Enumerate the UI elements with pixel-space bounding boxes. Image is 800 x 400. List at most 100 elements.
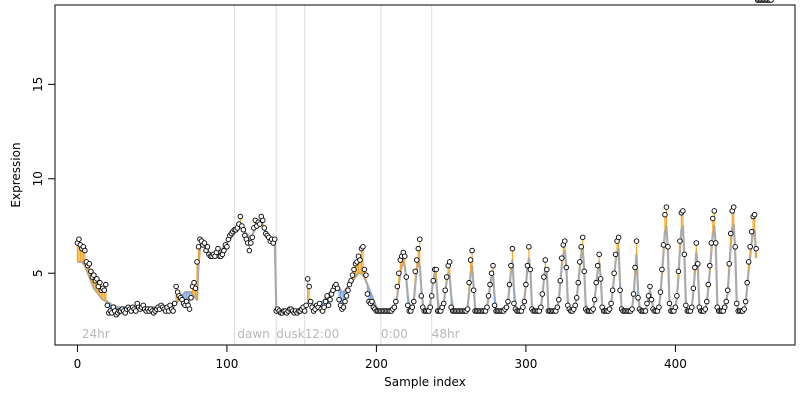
data-point-299 — [521, 298, 528, 305]
data-point-125 — [261, 225, 268, 231]
data-point-109 — [237, 213, 244, 220]
data-point-85 — [201, 240, 208, 246]
data-point-439 — [730, 204, 737, 210]
data-point-132 — [272, 236, 278, 242]
data-point-15 — [97, 279, 103, 286]
data-point-75 — [186, 306, 193, 312]
data-point-291 — [509, 245, 516, 252]
data-point-180 — [343, 293, 350, 299]
data-point-227 — [414, 257, 420, 263]
data-point-372 — [630, 291, 637, 297]
data-point-396 — [666, 300, 673, 307]
data-point-261 — [464, 306, 471, 312]
data-point-406 — [681, 251, 688, 258]
data-point-214 — [394, 283, 401, 290]
data-point-167 — [324, 293, 330, 299]
data-point-277 — [488, 270, 495, 276]
data-point-373 — [632, 264, 638, 271]
data-point-78 — [191, 279, 197, 286]
data-point-245 — [440, 300, 447, 307]
data-point-401 — [674, 293, 680, 299]
data-point-405 — [680, 208, 686, 214]
data-point-380 — [642, 308, 649, 314]
data-point-403 — [677, 238, 683, 244]
segment-annotations: 24hr dawn dusk 12:00 0:00 48hr — [82, 327, 460, 341]
residual-lines — [76, 207, 757, 315]
data-point-335 — [575, 279, 581, 286]
data-point-154 — [304, 276, 311, 282]
data-point-440 — [732, 244, 738, 250]
data-point-166 — [322, 298, 329, 305]
data-point-155 — [306, 283, 312, 290]
data-point-183 — [348, 278, 354, 284]
data-point-224 — [409, 304, 416, 310]
data-point-111 — [240, 227, 247, 233]
data-point-413 — [692, 264, 698, 271]
data-point-221 — [405, 302, 411, 309]
data-point-349 — [596, 251, 602, 258]
data-point-393 — [662, 211, 668, 218]
data-point-178 — [340, 304, 347, 310]
data-point-79 — [192, 285, 199, 292]
x-tick-label-4: 400 — [664, 357, 687, 371]
data-point-313 — [542, 257, 549, 263]
data-point-375 — [635, 295, 641, 301]
data-point-360 — [612, 251, 619, 258]
data-point-98 — [221, 247, 227, 254]
data-point-262 — [466, 279, 472, 286]
data-point-412 — [690, 285, 697, 292]
data-point-425 — [710, 215, 716, 222]
data-point-312 — [541, 274, 547, 280]
data-point-336 — [576, 259, 583, 265]
data-point-191 — [360, 244, 366, 250]
data-point-212 — [391, 304, 398, 310]
data-point-156 — [307, 298, 314, 305]
x-tick-label-2: 200 — [365, 357, 388, 371]
data-point-422 — [705, 281, 712, 288]
data-point-395 — [665, 244, 671, 250]
data-point-169 — [327, 296, 333, 303]
data-point-464 — [768, 0, 774, 3]
data-point-219 — [402, 253, 408, 259]
data-point-391 — [659, 266, 665, 273]
data-point-321 — [554, 304, 561, 310]
data-point-454 — [753, 245, 759, 252]
data-point-322 — [556, 296, 562, 303]
data-point-446 — [741, 306, 747, 312]
data-point-358 — [609, 287, 616, 293]
data-point-301 — [524, 262, 531, 269]
data-point-20 — [104, 302, 111, 309]
data-point-76 — [188, 295, 194, 301]
data-point-392 — [660, 242, 667, 248]
data-point-424 — [708, 240, 715, 246]
data-point-5 — [82, 247, 88, 254]
data-point-415 — [695, 261, 701, 267]
data-point-87 — [204, 244, 211, 250]
segment-label-3: 12:00 — [305, 327, 340, 341]
data-point-263 — [467, 257, 474, 263]
data-point-420 — [702, 306, 709, 312]
data-point-421 — [704, 298, 710, 305]
data-point-346 — [591, 296, 598, 303]
data-point-441 — [733, 300, 740, 307]
data-point-229 — [417, 236, 423, 242]
data-point-363 — [617, 287, 623, 293]
data-point-237 — [428, 293, 435, 299]
data-point-374 — [633, 238, 640, 244]
x-tick-label-3: 300 — [514, 357, 537, 371]
segment-label-5: 48hr — [432, 327, 460, 341]
data-point-168 — [325, 302, 332, 309]
data-point-426 — [711, 208, 718, 214]
data-point-451 — [748, 228, 755, 235]
data-point-311 — [539, 291, 546, 297]
data-point-1 — [76, 236, 82, 242]
data-point-8 — [86, 261, 93, 267]
data-point-162 — [316, 300, 323, 307]
data-point-276 — [487, 281, 493, 288]
data-point-185 — [351, 266, 357, 273]
data-point-246 — [442, 287, 448, 293]
data-point-389 — [656, 304, 662, 310]
data-point-116 — [248, 240, 254, 246]
x-tick-label-0: 0 — [74, 357, 82, 371]
data-point-81 — [195, 244, 202, 250]
